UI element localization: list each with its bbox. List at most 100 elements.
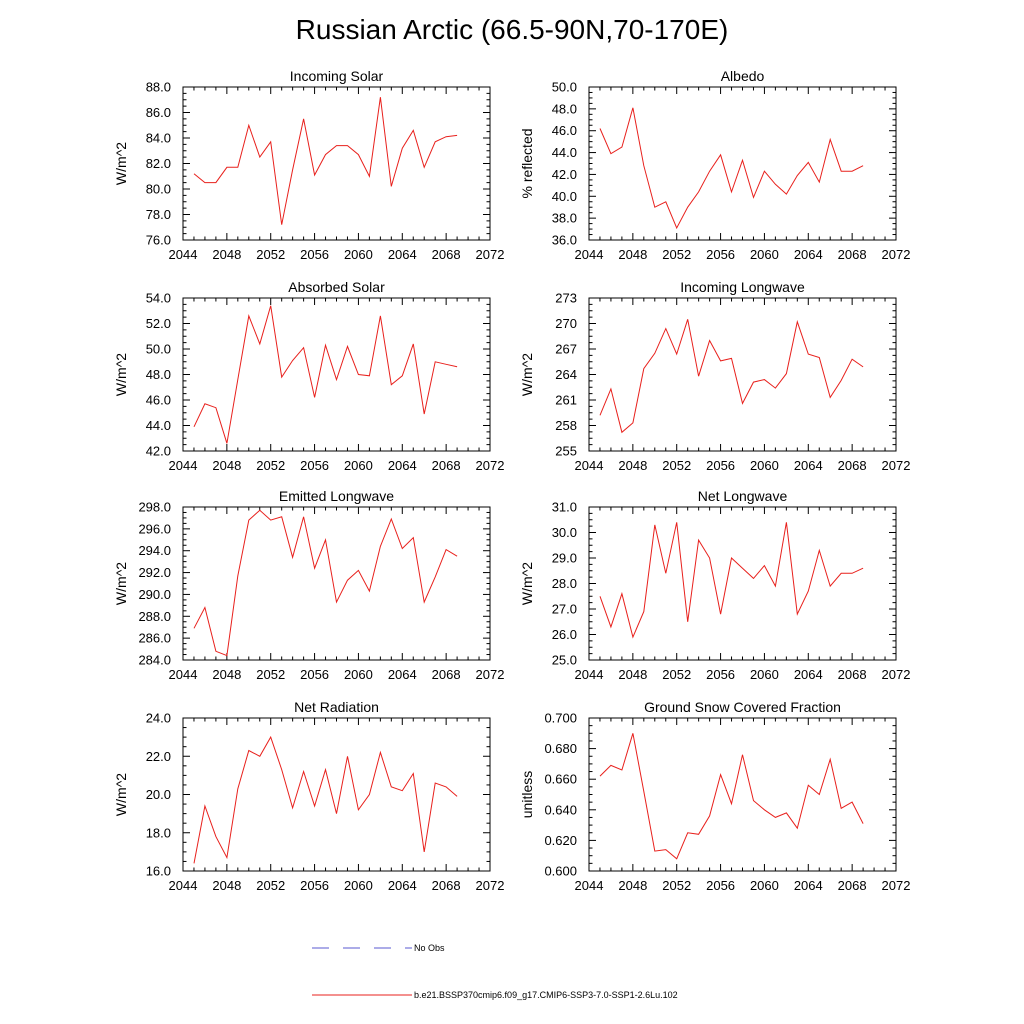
y-tick-label: 0.620 xyxy=(544,833,577,848)
x-tick-label: 2044 xyxy=(169,667,198,682)
x-tick-label: 2056 xyxy=(706,458,735,473)
x-tick-label: 2060 xyxy=(344,878,373,893)
series-line xyxy=(193,305,458,444)
y-tick-label: 76.0 xyxy=(146,233,171,248)
y-tick-label: 46.0 xyxy=(146,393,171,408)
panel-title: Absorbed Solar xyxy=(288,279,385,295)
y-tick-label: 294.0 xyxy=(138,543,171,558)
y-axis-label: W/m^2 xyxy=(519,562,535,605)
y-tick-label: 88.0 xyxy=(146,80,171,95)
x-tick-label: 2044 xyxy=(575,247,604,262)
y-tick-label: 286.0 xyxy=(138,631,171,646)
y-tick-label: 16.0 xyxy=(146,864,171,879)
x-tick-label: 2056 xyxy=(300,458,329,473)
y-tick-label: 22.0 xyxy=(146,749,171,764)
plot-frame xyxy=(182,717,491,872)
panel-7: Net Radiation W/m^2 2044 2048 2052 2056 2060 20… xyxy=(113,699,504,893)
x-tick-label: 2048 xyxy=(618,878,647,893)
panel-title: Ground Snow Covered Fraction xyxy=(644,699,841,715)
y-tick-label: 48.0 xyxy=(146,367,171,382)
x-tick-label: 2044 xyxy=(169,878,198,893)
y-tick-label: 26.0 xyxy=(552,627,577,642)
x-tick-label: 2052 xyxy=(256,458,285,473)
plot-frame xyxy=(588,297,897,452)
panel-title: Emitted Longwave xyxy=(279,488,394,504)
x-tick-label: 2068 xyxy=(838,458,867,473)
x-tick-label: 2052 xyxy=(662,667,691,682)
y-tick-label: 78.0 xyxy=(146,207,171,222)
x-tick-label: 2068 xyxy=(432,458,461,473)
y-tick-label: 258 xyxy=(555,418,577,433)
x-tick-label: 2048 xyxy=(212,667,241,682)
y-tick-label: 44.0 xyxy=(146,418,171,433)
y-tick-label: 44.0 xyxy=(552,145,577,160)
x-tick-label: 2060 xyxy=(750,878,779,893)
y-tick-label: 292.0 xyxy=(138,565,171,580)
plot-frame xyxy=(588,717,897,872)
y-axis-label: % reflected xyxy=(519,128,535,198)
panel-title: Net Radiation xyxy=(294,699,379,715)
y-tick-label: 27.0 xyxy=(552,602,577,617)
x-tick-label: 2068 xyxy=(432,667,461,682)
panel-title: Incoming Solar xyxy=(290,68,384,84)
y-tick-label: 38.0 xyxy=(552,211,577,226)
series-line xyxy=(193,97,458,225)
x-tick-label: 2072 xyxy=(476,878,505,893)
series-line xyxy=(193,735,458,864)
panel-title: Albedo xyxy=(721,68,765,84)
series-line xyxy=(599,733,864,860)
x-tick-label: 2060 xyxy=(750,247,779,262)
x-tick-label: 2064 xyxy=(794,247,823,262)
x-tick-label: 2048 xyxy=(618,667,647,682)
x-tick-label: 2072 xyxy=(476,247,505,262)
y-axis-label: W/m^2 xyxy=(113,562,129,605)
x-tick-label: 2052 xyxy=(256,878,285,893)
y-axis-label: unitless xyxy=(519,771,535,818)
panel-4: Incoming Longwave W/m^2 2044 2048 2052 2056 20… xyxy=(519,279,910,473)
x-tick-label: 2048 xyxy=(212,247,241,262)
panel-2: Albedo % reflected 2044 2048 2052 2056 2060 206… xyxy=(519,68,910,262)
y-axis-label: W/m^2 xyxy=(113,142,129,185)
y-tick-label: 255 xyxy=(555,444,577,459)
y-tick-label: 18.0 xyxy=(146,825,171,840)
legend: No Obs b.e21.BSSP370cmip6.f09_g17.CMIP6-S… xyxy=(312,943,678,1000)
x-tick-label: 2052 xyxy=(662,247,691,262)
x-tick-label: 2044 xyxy=(575,458,604,473)
x-tick-label: 2064 xyxy=(794,667,823,682)
y-tick-label: 30.0 xyxy=(552,525,577,540)
y-tick-label: 29.0 xyxy=(552,551,577,566)
y-tick-label: 48.0 xyxy=(552,101,577,116)
y-tick-label: 80.0 xyxy=(146,182,171,197)
legend-model-label: b.e21.BSSP370cmip6.f09_g17.CMIP6-SSP3-7.… xyxy=(414,990,678,1000)
y-tick-label: 270 xyxy=(555,316,577,331)
x-tick-label: 2072 xyxy=(882,667,911,682)
y-tick-label: 24.0 xyxy=(146,711,171,726)
figure-title: Russian Arctic (66.5-90N,70-170E) xyxy=(295,14,729,45)
x-tick-label: 2048 xyxy=(212,458,241,473)
panel-title: Incoming Longwave xyxy=(680,279,805,295)
y-tick-label: 0.640 xyxy=(544,802,577,817)
y-tick-label: 0.660 xyxy=(544,772,577,787)
y-tick-label: 20.0 xyxy=(146,787,171,802)
x-tick-label: 2072 xyxy=(476,667,505,682)
panel-8: Ground Snow Covered Fraction unitless 2044… xyxy=(519,699,910,893)
x-tick-label: 2052 xyxy=(662,878,691,893)
panel-3: Absorbed Solar W/m^2 2044 2048 2052 2056 2060 2… xyxy=(113,279,504,473)
x-tick-label: 2064 xyxy=(388,458,417,473)
x-tick-label: 2060 xyxy=(750,458,779,473)
x-tick-label: 2044 xyxy=(169,247,198,262)
x-tick-label: 2056 xyxy=(300,667,329,682)
x-tick-label: 2072 xyxy=(882,878,911,893)
x-tick-label: 2072 xyxy=(882,247,911,262)
y-tick-label: 28.0 xyxy=(552,576,577,591)
panel-1: Incoming Solar W/m^2 2044 2048 2052 2056 2060 2… xyxy=(113,68,504,262)
panel-5: Emitted Longwave W/m^2 2044 2048 2052 2056 206… xyxy=(113,488,504,682)
plot-frame xyxy=(182,86,491,241)
y-axis-label: W/m^2 xyxy=(519,353,535,396)
x-tick-label: 2068 xyxy=(432,878,461,893)
y-tick-label: 42.0 xyxy=(552,167,577,182)
x-tick-label: 2048 xyxy=(618,458,647,473)
y-tick-label: 290.0 xyxy=(138,587,171,602)
x-tick-label: 2068 xyxy=(838,667,867,682)
y-tick-label: 86.0 xyxy=(146,105,171,120)
